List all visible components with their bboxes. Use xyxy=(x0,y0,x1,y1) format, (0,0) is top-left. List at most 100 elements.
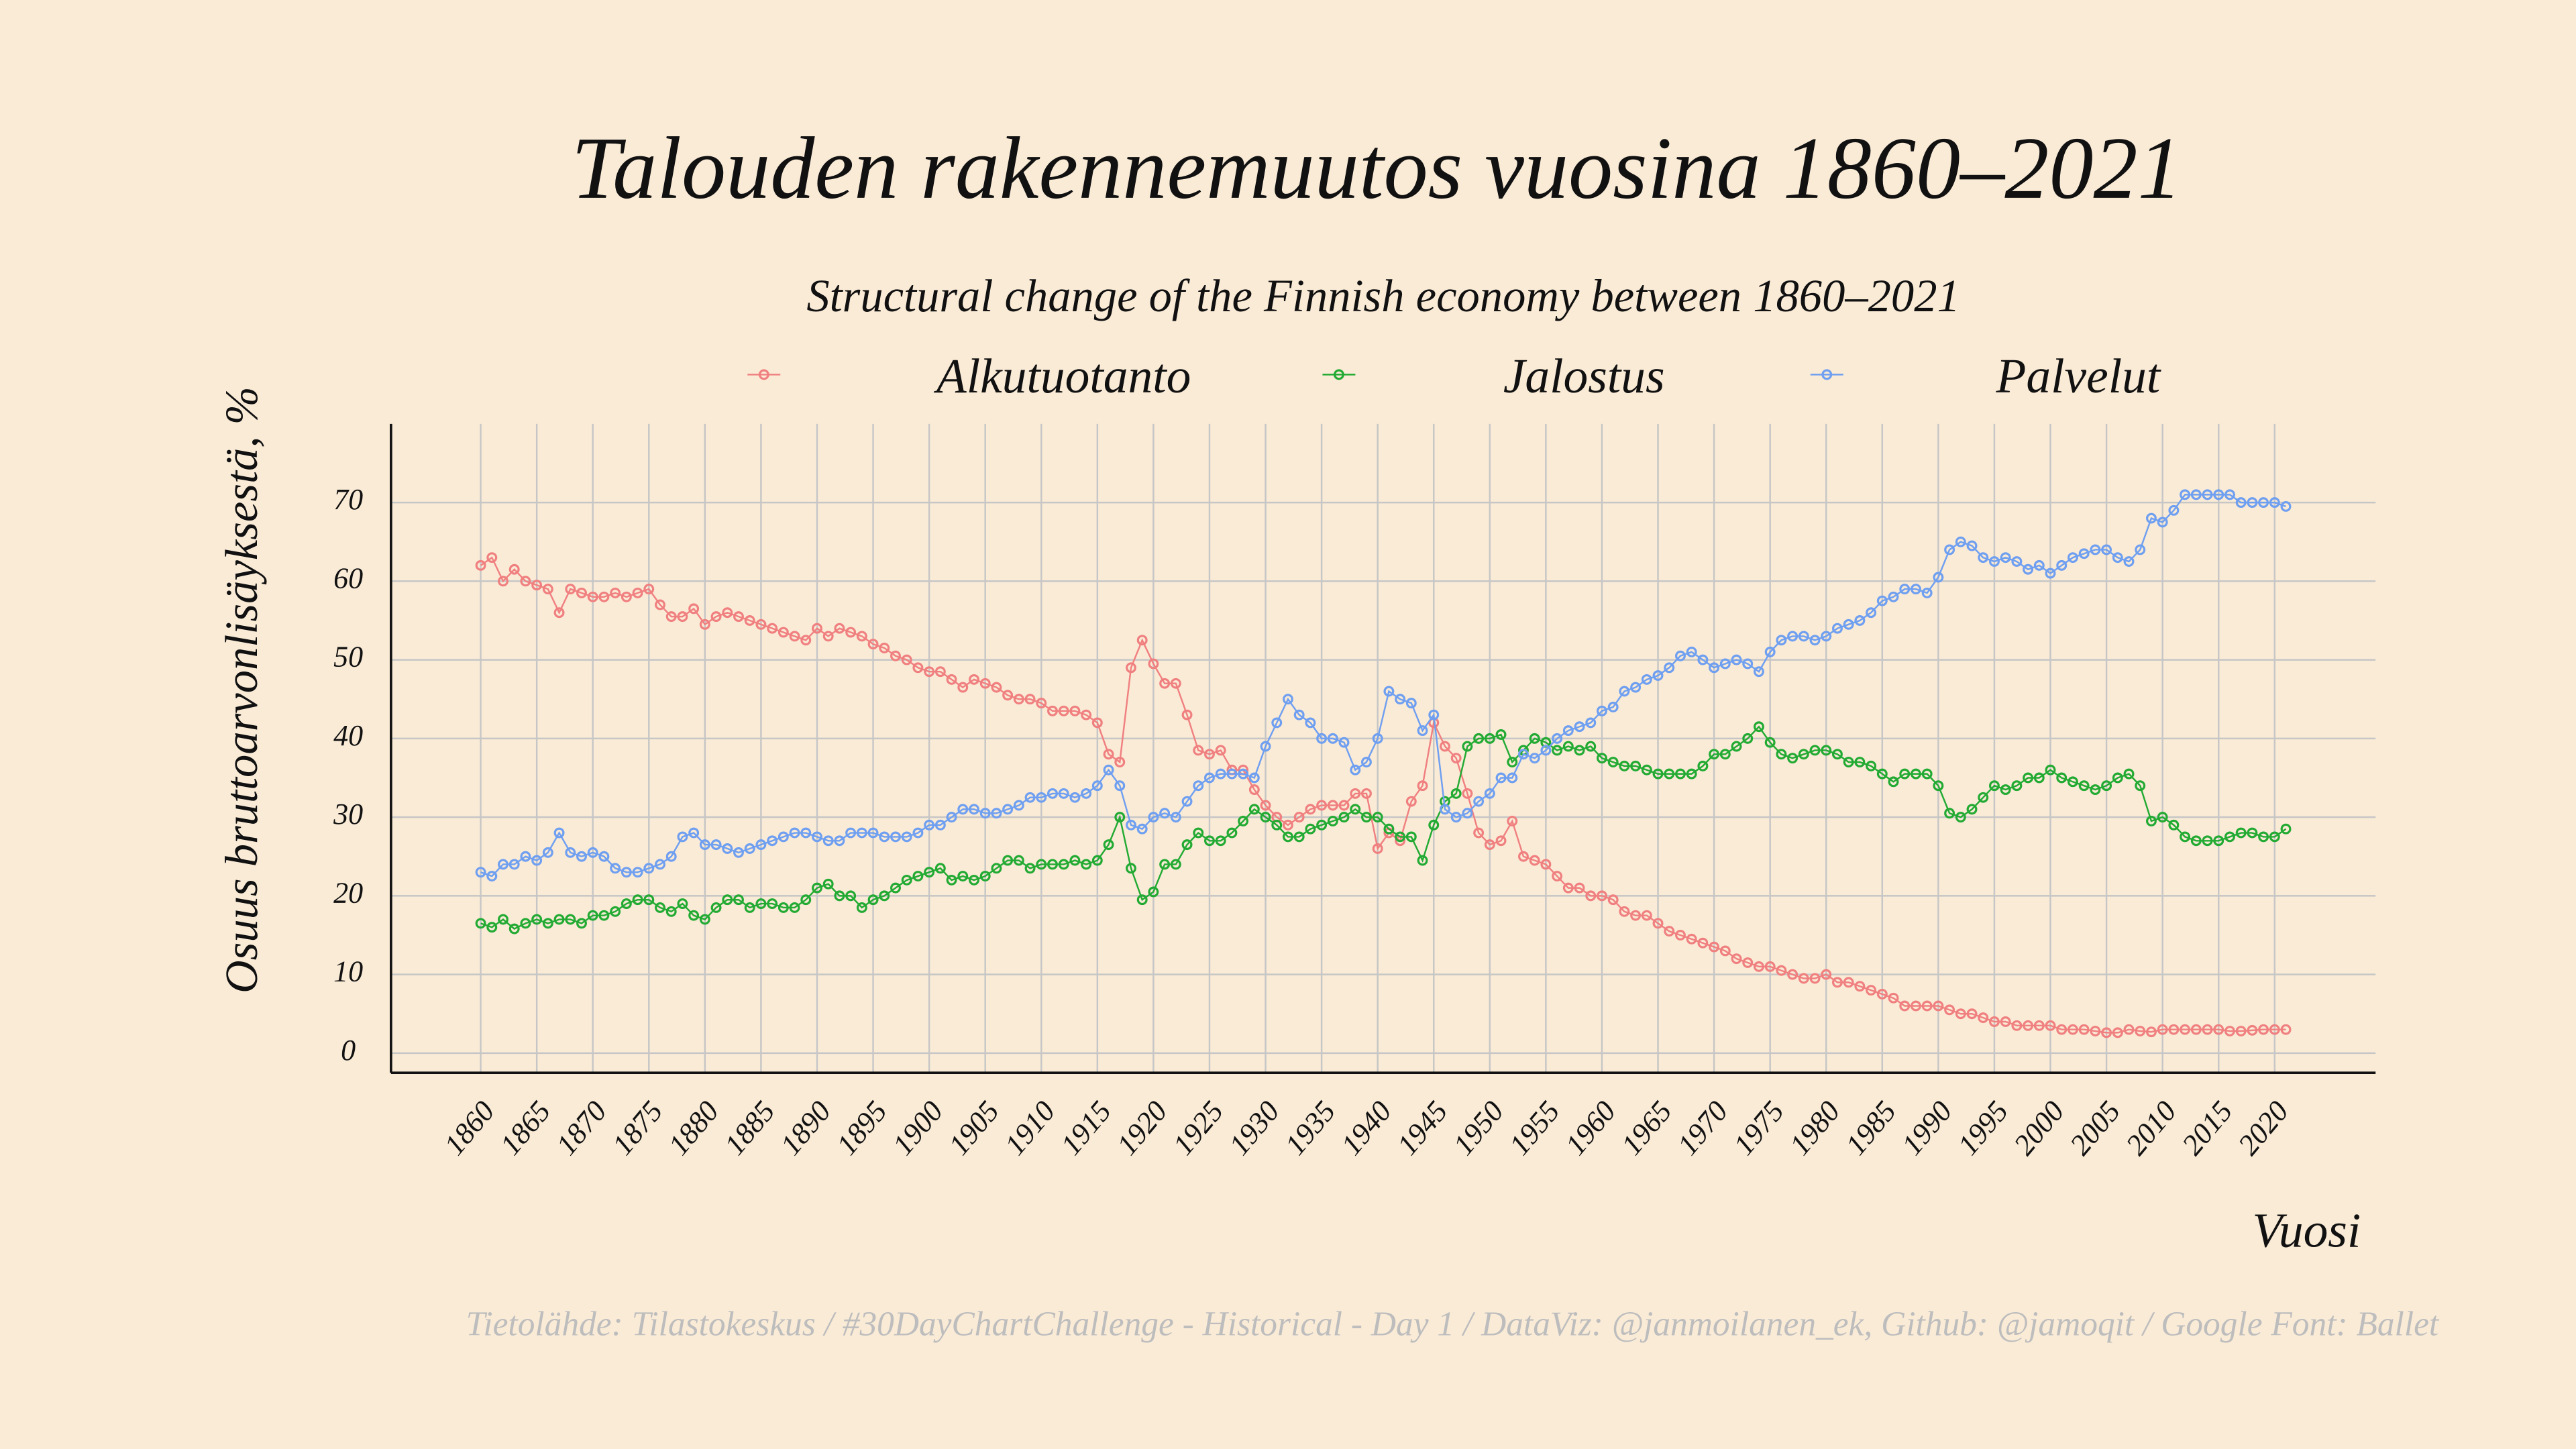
data-point xyxy=(1462,808,1473,819)
data-point xyxy=(1787,631,1799,642)
data-point xyxy=(867,639,879,650)
data-point xyxy=(688,827,700,839)
data-point xyxy=(1024,694,1036,705)
data-point xyxy=(1910,1000,1921,1012)
data-point xyxy=(1641,910,1652,921)
data-point xyxy=(1619,686,1630,697)
data-point xyxy=(1675,768,1686,780)
data-point xyxy=(1787,753,1799,764)
data-point xyxy=(991,808,1002,819)
data-point xyxy=(767,835,778,847)
data-point xyxy=(767,623,778,634)
data-point xyxy=(688,910,700,921)
data-point xyxy=(934,819,946,830)
data-point xyxy=(1507,757,1518,767)
data-point xyxy=(1652,918,1664,929)
data-point xyxy=(598,910,610,921)
data-point xyxy=(475,918,486,929)
chart-subtitle: Structural change of the Finnish economy… xyxy=(806,270,1960,321)
data-point xyxy=(643,584,655,595)
data-point xyxy=(1395,694,1406,705)
data-point xyxy=(822,878,834,890)
data-point xyxy=(1552,745,1563,756)
data-point xyxy=(1619,760,1630,771)
data-point xyxy=(1260,812,1271,823)
data-point xyxy=(789,827,800,839)
data-point xyxy=(979,678,991,689)
data-point xyxy=(710,839,722,851)
data-point xyxy=(1047,705,1058,716)
data-point xyxy=(1507,816,1518,826)
y-tick-label: 70 xyxy=(333,483,363,516)
data-point xyxy=(1126,863,1136,874)
data-point xyxy=(934,863,946,874)
data-point xyxy=(1405,831,1417,843)
data-point xyxy=(1866,985,1877,996)
data-point xyxy=(722,607,733,619)
data-point xyxy=(1327,733,1338,744)
y-tick-label: 60 xyxy=(333,561,363,594)
data-point xyxy=(733,894,744,906)
data-point xyxy=(1921,587,1933,598)
data-point xyxy=(1831,977,1843,988)
legend-label: Jalostus xyxy=(1503,349,1665,403)
data-point xyxy=(677,898,688,910)
data-point xyxy=(1013,694,1024,705)
data-point xyxy=(1787,969,1799,980)
data-point xyxy=(2078,1024,2090,1035)
data-point xyxy=(1988,780,2000,792)
data-point xyxy=(1260,800,1271,811)
data-point xyxy=(1159,859,1171,870)
data-point xyxy=(1630,682,1642,693)
data-point xyxy=(486,871,498,882)
data-point xyxy=(991,682,1002,693)
data-point xyxy=(1114,812,1126,823)
data-point xyxy=(1899,1000,1911,1012)
data-point xyxy=(553,607,565,619)
data-point xyxy=(1675,650,1686,661)
data-point xyxy=(1821,745,1832,756)
data-point xyxy=(643,894,655,906)
data-point xyxy=(1193,745,1204,756)
data-point xyxy=(1843,977,1854,988)
data-point xyxy=(498,914,508,925)
data-point xyxy=(1495,729,1507,740)
data-point xyxy=(1944,544,1955,555)
data-point xyxy=(665,851,677,862)
data-point xyxy=(1428,819,1440,830)
data-point xyxy=(1204,749,1215,760)
data-point xyxy=(1619,906,1630,917)
data-point xyxy=(531,914,543,925)
y-tick-label: 40 xyxy=(333,719,363,752)
data-point xyxy=(2045,568,2056,579)
data-point xyxy=(632,587,643,598)
data-point xyxy=(699,839,710,851)
data-point xyxy=(1552,733,1563,744)
data-point xyxy=(2067,552,2078,564)
data-point xyxy=(2101,1027,2112,1038)
data-point xyxy=(1081,859,1092,870)
data-point xyxy=(2224,831,2235,843)
data-point xyxy=(834,623,845,634)
data-point xyxy=(2157,812,2168,823)
series-line xyxy=(480,494,2286,877)
data-point xyxy=(789,631,800,642)
data-point xyxy=(1876,768,1888,780)
data-point xyxy=(834,835,845,847)
data-point xyxy=(2101,780,2112,792)
data-point xyxy=(1664,662,1675,674)
data-point xyxy=(1126,819,1136,830)
data-point xyxy=(1776,635,1787,646)
caption: Tietolähde: Tilastokeskus / #30DayChartC… xyxy=(466,1305,2440,1344)
data-point xyxy=(2190,1024,2202,1035)
data-point xyxy=(565,914,576,925)
data-point xyxy=(1024,863,1036,874)
data-point xyxy=(1988,556,2000,567)
data-point xyxy=(1372,733,1383,744)
data-point xyxy=(508,859,520,870)
data-point xyxy=(969,674,979,685)
data-point xyxy=(587,910,598,921)
data-point xyxy=(1697,937,1709,949)
data-point xyxy=(1450,812,1462,823)
data-point xyxy=(1462,741,1473,752)
